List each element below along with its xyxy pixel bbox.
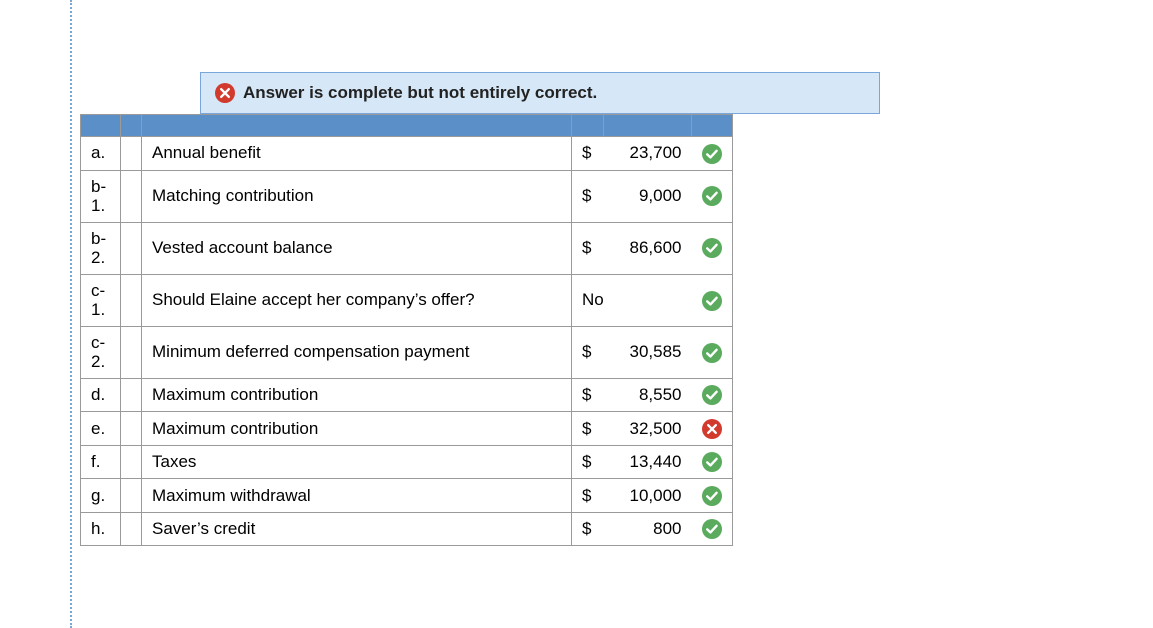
row-letter: f. <box>81 445 121 479</box>
answer-text[interactable]: No <box>572 274 692 326</box>
answer-cell <box>604 170 692 222</box>
currency-prefix: $ <box>572 378 604 412</box>
currency-prefix: $ <box>572 170 604 222</box>
check-circle-icon <box>702 186 722 206</box>
row-description: Vested account balance <box>142 222 572 274</box>
table-row: b-2. Vested account balance$ <box>81 222 733 274</box>
currency-prefix: $ <box>572 222 604 274</box>
answer-table: a.Annual benefit$b-1.Matching contributi… <box>80 114 733 546</box>
spacer <box>121 479 142 513</box>
answer-input[interactable] <box>614 238 682 258</box>
answer-input[interactable] <box>614 486 682 506</box>
answer-cell <box>604 445 692 479</box>
table-row: c-1. Should Elaine accept her company’s o… <box>81 274 733 326</box>
x-circle-icon <box>215 83 235 103</box>
content: Answer is complete but not entirely corr… <box>80 72 880 546</box>
row-letter: c-1. <box>81 274 121 326</box>
answer-cell <box>604 412 692 446</box>
spacer <box>121 222 142 274</box>
currency-prefix: $ <box>572 137 604 171</box>
x-circle-icon <box>702 419 722 439</box>
answer-cell <box>604 479 692 513</box>
answer-cell <box>604 222 692 274</box>
feedback-banner-text: Answer is complete but not entirely corr… <box>243 83 597 103</box>
answer-cell <box>604 326 692 378</box>
row-letter: c-2. <box>81 326 121 378</box>
answer-cell <box>604 512 692 546</box>
page: Answer is complete but not entirely corr… <box>0 0 1153 628</box>
table-header-row <box>81 115 733 137</box>
answer-cell <box>604 378 692 412</box>
answer-input[interactable] <box>614 419 682 439</box>
row-letter: e. <box>81 412 121 446</box>
spacer <box>121 378 142 412</box>
status-cell <box>692 170 733 222</box>
currency-prefix: $ <box>572 479 604 513</box>
status-cell <box>692 479 733 513</box>
table-row: e. Maximum contribution$ <box>81 412 733 446</box>
table-row: b-1. Matching contribution$ <box>81 170 733 222</box>
currency-prefix: $ <box>572 445 604 479</box>
row-description: Maximum contribution <box>142 378 572 412</box>
row-description: Maximum contribution <box>142 412 572 446</box>
answer-input[interactable] <box>614 342 682 362</box>
row-description: Minimum deferred compensation payment <box>142 326 572 378</box>
spacer <box>121 326 142 378</box>
status-cell <box>692 378 733 412</box>
currency-prefix: $ <box>572 326 604 378</box>
row-letter: a. <box>81 137 121 171</box>
row-letter: b-2. <box>81 222 121 274</box>
table-row: h. Saver’s credit$ <box>81 512 733 546</box>
spacer <box>121 412 142 446</box>
answer-input[interactable] <box>614 519 682 539</box>
spacer <box>121 170 142 222</box>
feedback-banner: Answer is complete but not entirely corr… <box>200 72 880 114</box>
row-letter: h. <box>81 512 121 546</box>
table-row: g. Maximum withdrawal$ <box>81 479 733 513</box>
check-circle-icon <box>702 144 722 164</box>
row-description: Maximum withdrawal <box>142 479 572 513</box>
currency-prefix: $ <box>572 512 604 546</box>
check-circle-icon <box>702 452 722 472</box>
answer-cell <box>604 137 692 171</box>
check-circle-icon <box>702 291 722 311</box>
spacer <box>121 137 142 171</box>
row-description: Taxes <box>142 445 572 479</box>
spacer <box>121 274 142 326</box>
spacer <box>121 512 142 546</box>
spacer <box>121 445 142 479</box>
row-letter: d. <box>81 378 121 412</box>
answer-input[interactable] <box>614 186 682 206</box>
table-row: f. Taxes$ <box>81 445 733 479</box>
check-circle-icon <box>702 519 722 539</box>
row-description: Matching contribution <box>142 170 572 222</box>
currency-prefix: $ <box>572 412 604 446</box>
check-circle-icon <box>702 238 722 258</box>
status-cell <box>692 512 733 546</box>
check-circle-icon <box>702 343 722 363</box>
table-row: c-2. Minimum deferred compensation paymen… <box>81 326 733 378</box>
check-circle-icon <box>702 385 722 405</box>
table-row: a. Annual benefit$ <box>81 137 733 171</box>
row-letter: b-1. <box>81 170 121 222</box>
status-cell <box>692 222 733 274</box>
row-description: Should Elaine accept her company’s offer… <box>142 274 572 326</box>
status-cell <box>692 412 733 446</box>
left-dotted-rule <box>70 0 72 628</box>
row-letter: g. <box>81 479 121 513</box>
status-cell <box>692 326 733 378</box>
status-cell <box>692 137 733 171</box>
status-cell <box>692 274 733 326</box>
answer-input[interactable] <box>614 452 682 472</box>
check-circle-icon <box>702 486 722 506</box>
answer-input[interactable] <box>614 385 682 405</box>
row-description: Saver’s credit <box>142 512 572 546</box>
row-description: Annual benefit <box>142 137 572 171</box>
answer-input[interactable] <box>614 143 682 163</box>
status-cell <box>692 445 733 479</box>
table-row: d. Maximum contribution$ <box>81 378 733 412</box>
